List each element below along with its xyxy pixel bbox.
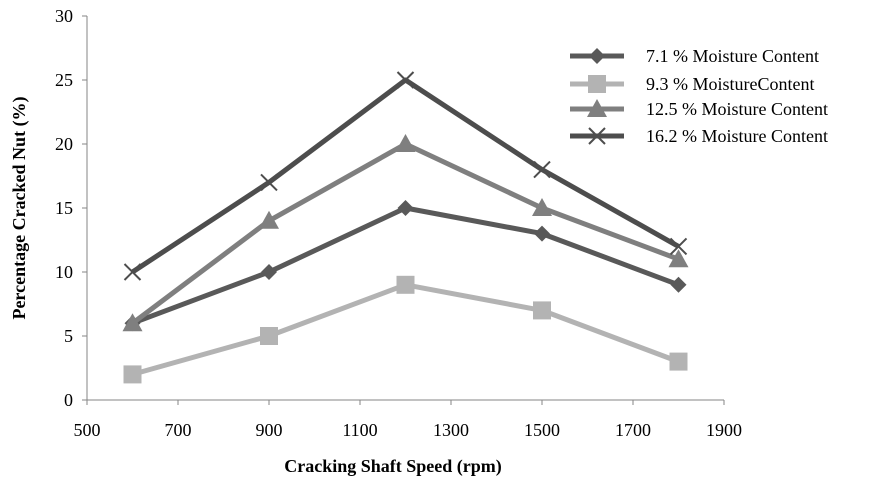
data-point	[395, 134, 416, 152]
tick-labels: 0 5 10 15 20 25 30 500 700 900 1100 1300 1500 1700 190…	[55, 6, 742, 440]
series-line	[131, 205, 680, 326]
legend-marker	[588, 127, 606, 145]
data-point	[259, 210, 279, 229]
y-tick-label: 5	[64, 326, 73, 346]
legend-label: 12.5 % Moisture Content	[646, 99, 828, 119]
x-tick-label: 900	[256, 420, 283, 440]
data-point	[261, 264, 277, 280]
legend-label: 16.2 % Moisture Content	[646, 126, 828, 146]
legend-marker	[587, 99, 607, 117]
legend-marker	[589, 48, 605, 64]
data-point	[533, 160, 551, 179]
data-point	[396, 71, 415, 89]
x-tick-label: 1700	[615, 420, 651, 440]
x-tick-label: 500	[74, 420, 101, 440]
y-tick-label: 30	[55, 6, 73, 26]
legend-item: 16.2 % Moisture Content	[570, 126, 828, 146]
axes	[82, 15, 725, 405]
y-tick-label: 25	[55, 70, 73, 90]
series-line	[131, 282, 680, 377]
legend-label: 7.1 % Moisture Content	[646, 46, 819, 66]
legend-item: 9.3 % MoistureContent	[570, 74, 815, 94]
series-4	[123, 71, 688, 281]
x-tick-label: 1300	[433, 420, 469, 440]
data-point	[669, 237, 688, 256]
legend: 7.1 % Moisture Content 9.3 % MoistureCont…	[570, 46, 828, 146]
x-tick-label: 700	[165, 420, 192, 440]
data-point	[123, 365, 142, 384]
data-point	[670, 276, 687, 293]
data-point	[396, 275, 415, 294]
series-3	[122, 134, 689, 332]
data-point	[123, 263, 142, 281]
data-point	[669, 352, 688, 371]
plot-area	[122, 71, 689, 384]
x-tick-label: 1100	[342, 420, 377, 440]
series-2	[123, 275, 688, 384]
data-point	[534, 225, 550, 242]
data-point	[122, 313, 143, 332]
x-tick-label: 1500	[524, 420, 560, 440]
data-point	[668, 249, 689, 268]
x-axis-title: Cracking Shaft Speed (rpm)	[284, 456, 502, 477]
legend-item: 12.5 % Moisture Content	[570, 99, 828, 119]
legend-marker	[588, 75, 606, 93]
y-tick-label: 15	[55, 198, 73, 218]
data-point	[260, 173, 278, 192]
legend-label: 9.3 % MoistureContent	[646, 74, 815, 94]
data-point	[397, 200, 414, 216]
y-axis-title: Percentage Cracked Nut (%)	[9, 96, 30, 319]
data-point	[532, 198, 552, 216]
y-tick-label: 10	[55, 262, 73, 282]
data-point	[260, 327, 278, 345]
data-point	[533, 301, 551, 320]
x-tick-label: 1900	[706, 420, 742, 440]
legend-item: 7.1 % Moisture Content	[570, 46, 819, 66]
y-tick-label: 20	[55, 134, 73, 154]
series-line	[130, 141, 680, 326]
y-tick-label: 0	[64, 390, 73, 410]
